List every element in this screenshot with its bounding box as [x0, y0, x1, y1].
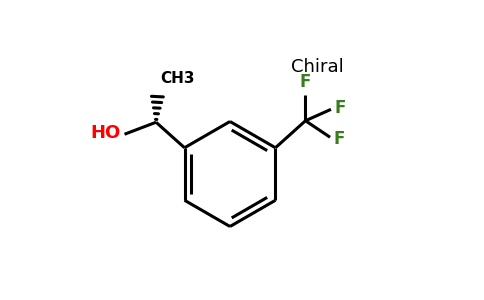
Text: F: F — [300, 74, 311, 91]
Text: HO: HO — [91, 124, 121, 142]
Text: F: F — [335, 99, 346, 117]
Text: CH3: CH3 — [161, 71, 195, 86]
Text: Chiral: Chiral — [291, 58, 344, 76]
Text: F: F — [334, 130, 346, 148]
